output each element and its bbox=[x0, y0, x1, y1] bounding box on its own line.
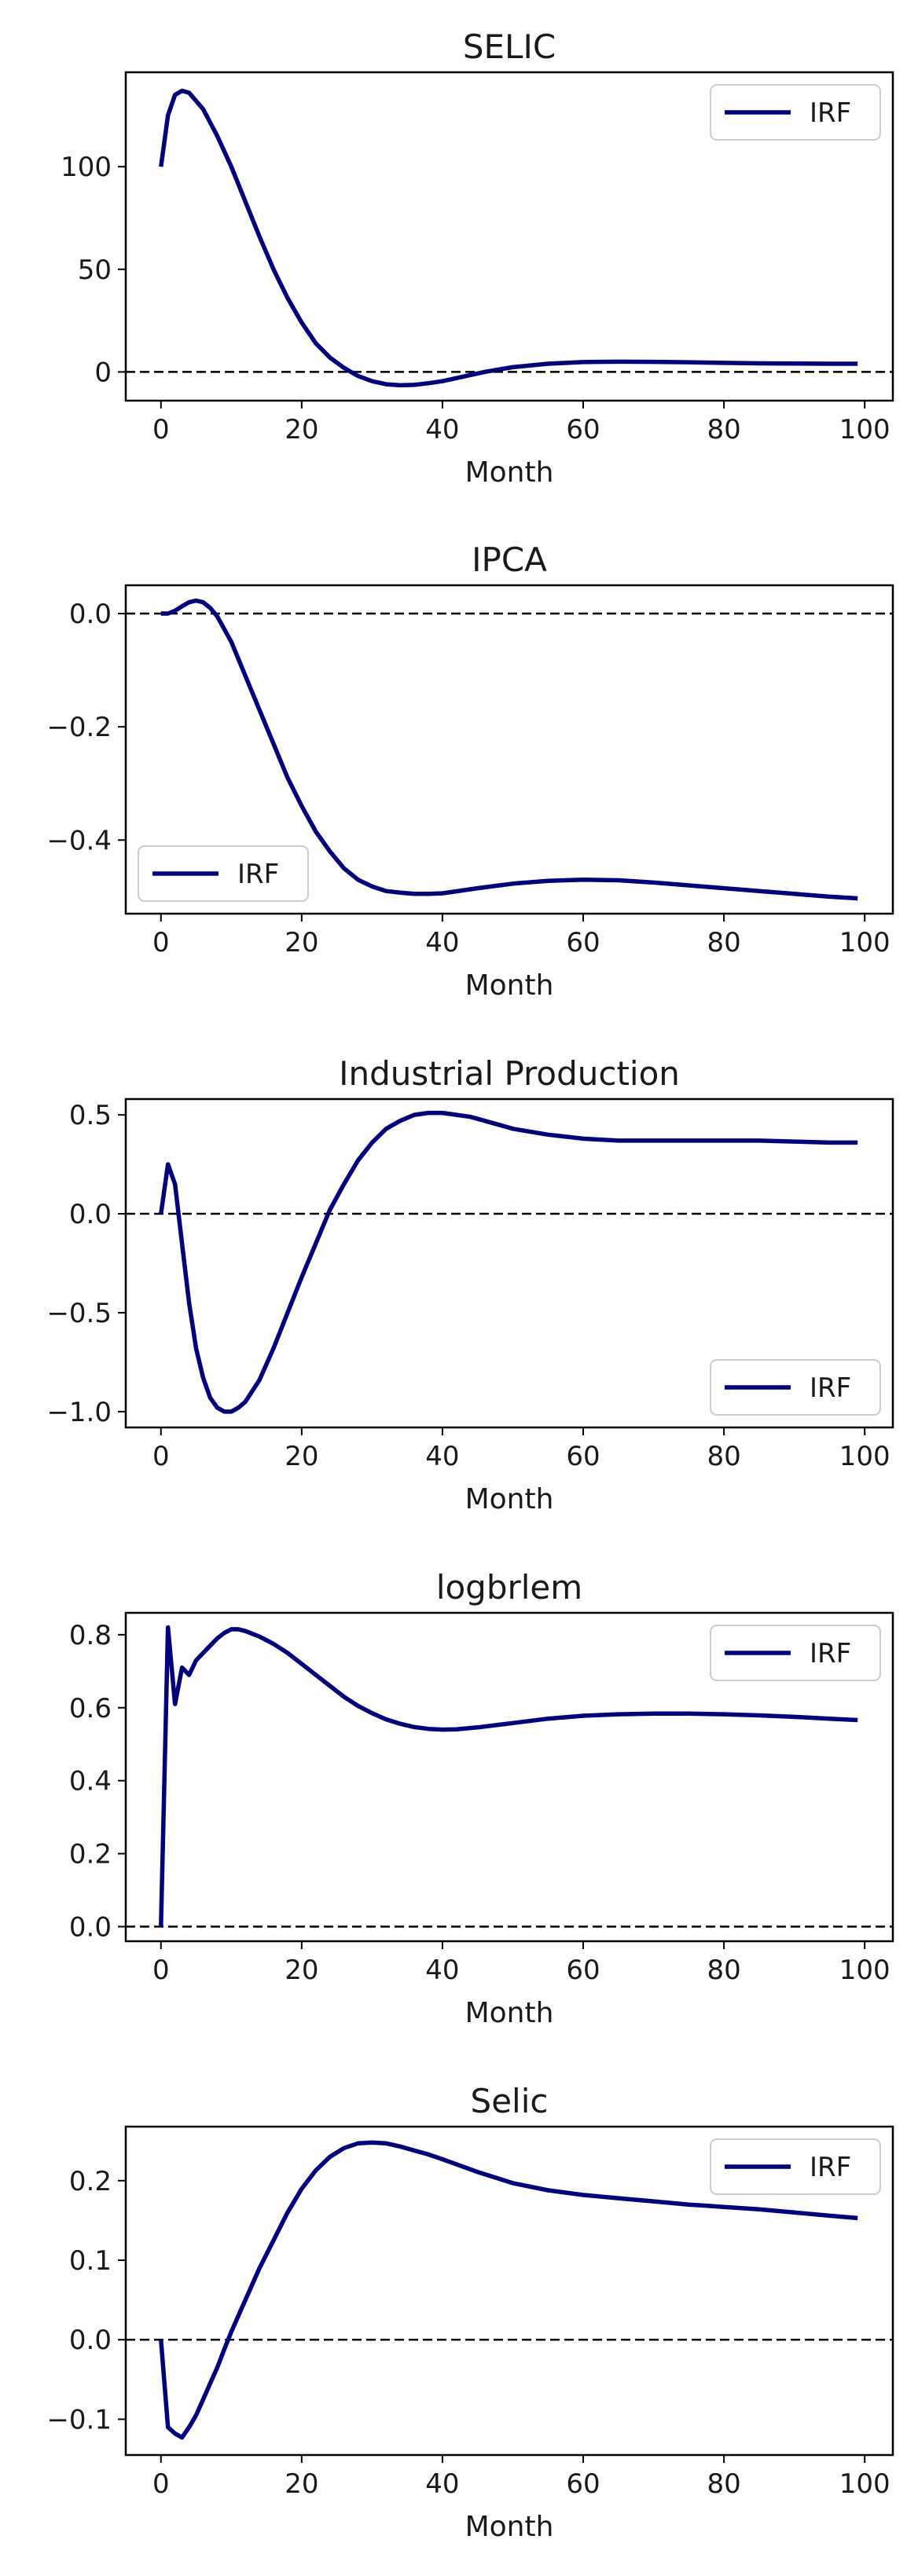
x-tick-label: 0 bbox=[152, 1955, 170, 1986]
x-tick-label: 100 bbox=[839, 1955, 890, 1986]
x-tick-label: 40 bbox=[425, 2468, 459, 2500]
x-tick-label: 80 bbox=[707, 927, 740, 958]
x-tick-label: 60 bbox=[566, 414, 600, 445]
x-tick-label: 100 bbox=[839, 1441, 890, 1472]
legend-label: IRF bbox=[237, 859, 279, 890]
y-tick-label: −0.4 bbox=[46, 825, 112, 856]
y-tick-label: 0.8 bbox=[69, 1620, 112, 1651]
x-tick-label: 20 bbox=[285, 414, 318, 445]
y-tick-label: −0.2 bbox=[46, 712, 112, 743]
x-tick-label: 100 bbox=[839, 414, 890, 445]
x-tick-label: 80 bbox=[707, 1441, 740, 1472]
y-tick-label: 100 bbox=[61, 152, 112, 183]
series-line-irf bbox=[159, 2140, 858, 2440]
x-tick-label: 100 bbox=[839, 927, 890, 958]
plot-frame bbox=[124, 1611, 894, 1943]
x-tick-label: 20 bbox=[285, 2468, 318, 2500]
legend: IRF bbox=[138, 845, 309, 902]
y-tick-label: −1.0 bbox=[46, 1397, 112, 1428]
y-tick-label: 0.4 bbox=[69, 1766, 112, 1797]
plot-frame bbox=[124, 584, 894, 915]
plot-frame bbox=[124, 71, 894, 402]
chart-panel-1: IPCA 0 20 40 60 80 100 0.0 −0.2 −0.4 Month IRF bbox=[46, 540, 894, 1002]
y-tick-label: 0.1 bbox=[69, 2245, 112, 2277]
plot-frame bbox=[124, 1097, 894, 1429]
legend-label: IRF bbox=[810, 1372, 851, 1404]
y-tick-label: 0.0 bbox=[69, 2325, 112, 2356]
x-tick-label: 20 bbox=[285, 1441, 318, 1472]
x-tick-label: 40 bbox=[425, 1441, 459, 1472]
chart-panel-3: logbrlem 0 20 40 60 80 100 0.0 0.2 0.4 0.6 0.8 Month… bbox=[69, 1568, 894, 2029]
x-tick-label: 60 bbox=[566, 1955, 600, 1986]
legend-label: IRF bbox=[810, 97, 851, 129]
legend-label: IRF bbox=[810, 1638, 851, 1669]
x-tick-label: 40 bbox=[425, 927, 459, 958]
chart-title: logbrlem bbox=[436, 1568, 582, 1607]
x-axis-label: Month bbox=[465, 2511, 554, 2543]
y-tick-label: 0.0 bbox=[69, 599, 112, 630]
chart-panel-4: Selic 0 20 40 60 80 100 −0.1 0.0 0.1 0.2 Month IRF bbox=[46, 2082, 894, 2543]
y-tick-label: 50 bbox=[78, 255, 112, 286]
x-tick-label: 0 bbox=[152, 2468, 170, 2500]
y-tick-label: 0.0 bbox=[69, 1911, 112, 1943]
legend-box bbox=[710, 2138, 881, 2195]
chart-title: Industrial Production bbox=[339, 1054, 680, 1093]
y-tick-label: 0.2 bbox=[69, 1839, 112, 1871]
x-axis-label: Month bbox=[465, 1997, 554, 2029]
legend-label: IRF bbox=[810, 2152, 851, 2183]
x-tick-label: 80 bbox=[707, 414, 740, 445]
legend: IRF bbox=[710, 2138, 881, 2195]
legend: IRF bbox=[710, 1359, 881, 1416]
x-tick-label: 0 bbox=[152, 927, 170, 958]
chart-title: IPCA bbox=[472, 540, 547, 579]
chart-panel-2: Industrial Production 0 20 40 60 80 100 0.5 0.0 −… bbox=[46, 1054, 894, 1515]
x-axis-label: Month bbox=[465, 1483, 554, 1515]
x-tick-label: 100 bbox=[839, 2468, 890, 2500]
series-line-irf bbox=[159, 1625, 858, 1927]
series-line-irf bbox=[160, 598, 858, 901]
legend-box bbox=[710, 84, 881, 141]
y-tick-label: 0.5 bbox=[69, 1100, 112, 1131]
chart-panel-0: SELIC 0 20 40 60 80 100 0 50 100 Month IRF bbox=[61, 27, 894, 489]
legend: IRF bbox=[710, 1625, 881, 1681]
y-tick-label: 0.0 bbox=[69, 1199, 112, 1230]
legend: IRF bbox=[710, 84, 881, 141]
x-tick-label: 60 bbox=[566, 2468, 600, 2500]
series-line-irf bbox=[159, 1110, 858, 1414]
series-line-irf bbox=[159, 88, 858, 388]
x-tick-label: 20 bbox=[285, 927, 318, 958]
legend-box bbox=[710, 1359, 881, 1416]
x-tick-label: 60 bbox=[566, 1441, 600, 1472]
chart-title: Selic bbox=[471, 2082, 549, 2120]
x-tick-label: 40 bbox=[425, 1955, 459, 1986]
x-axis-label: Month bbox=[465, 969, 554, 1002]
legend-box bbox=[710, 1625, 881, 1681]
legend-box bbox=[138, 845, 309, 902]
plot-frame bbox=[124, 2125, 894, 2457]
y-tick-label: −0.5 bbox=[46, 1298, 112, 1329]
x-axis-label: Month bbox=[465, 456, 554, 489]
y-tick-label: 0 bbox=[94, 357, 112, 388]
x-tick-label: 0 bbox=[152, 414, 170, 445]
x-tick-label: 80 bbox=[707, 1955, 740, 1986]
x-tick-label: 60 bbox=[566, 927, 600, 958]
chart-title: SELIC bbox=[463, 27, 556, 66]
x-tick-label: 40 bbox=[425, 414, 459, 445]
y-tick-label: −0.1 bbox=[46, 2404, 112, 2435]
y-tick-label: 0.2 bbox=[69, 2166, 112, 2197]
x-tick-label: 0 bbox=[152, 1441, 170, 1472]
x-tick-label: 80 bbox=[707, 2468, 740, 2500]
x-tick-label: 20 bbox=[285, 1955, 318, 1986]
y-tick-label: 0.6 bbox=[69, 1693, 112, 1724]
